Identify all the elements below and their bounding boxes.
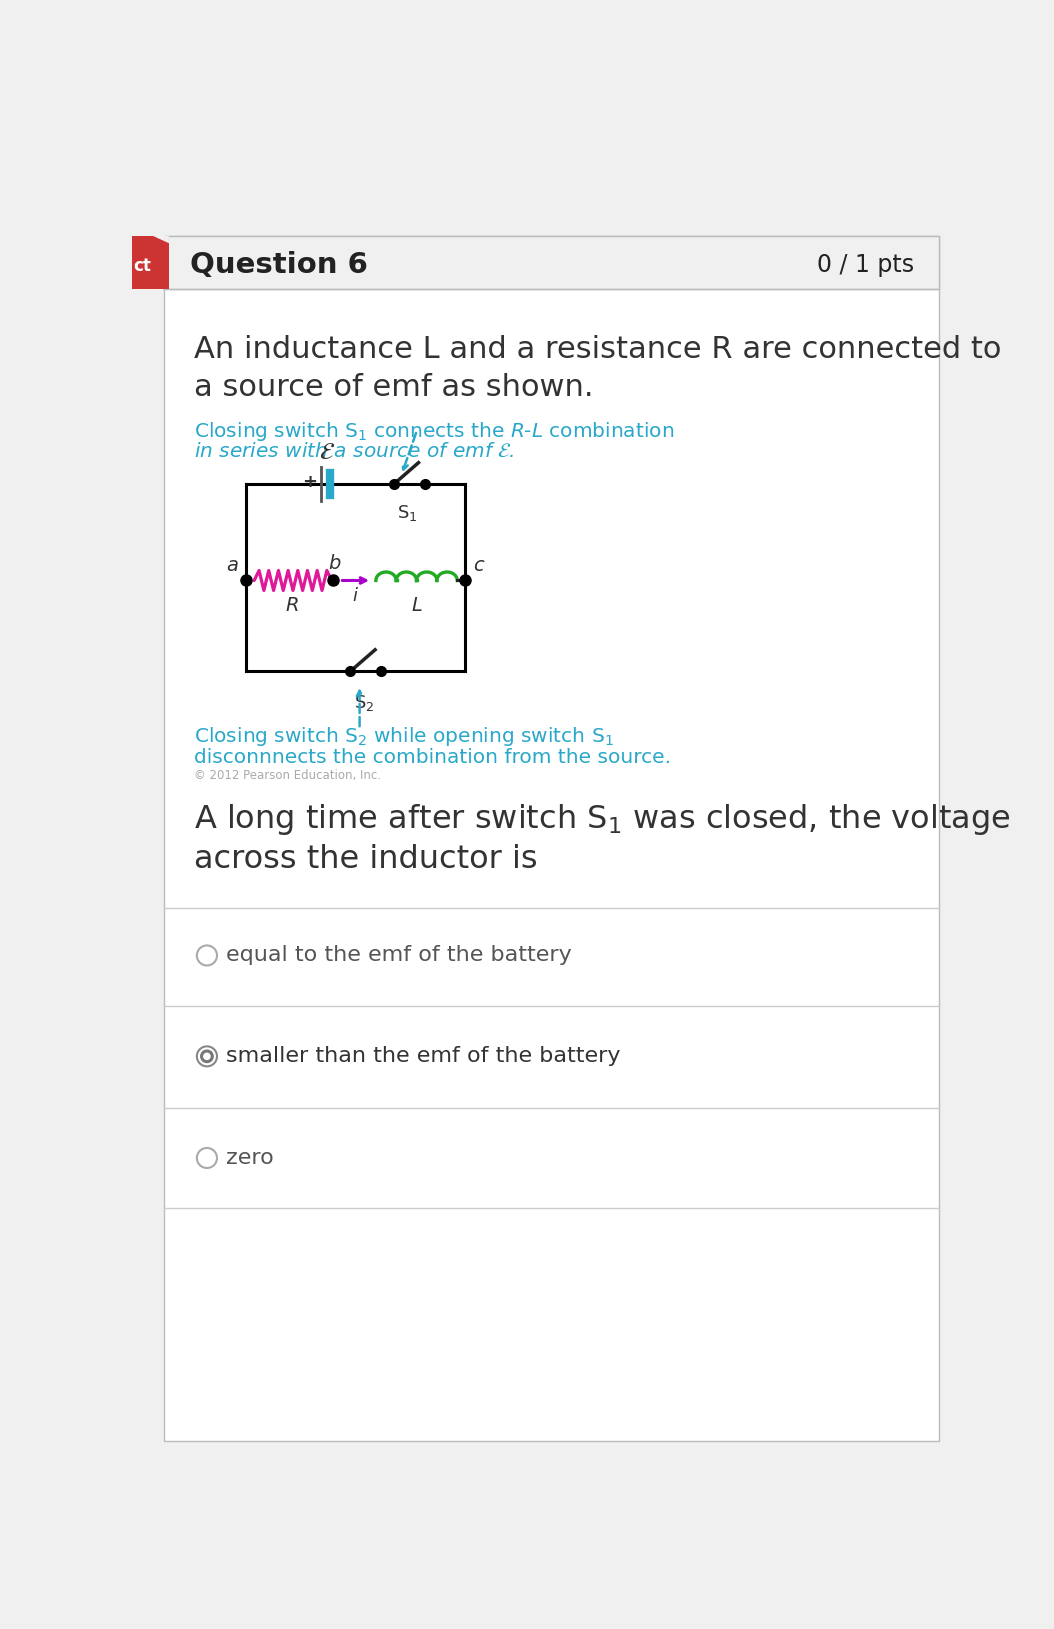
Text: ct: ct (134, 257, 152, 275)
Circle shape (197, 1148, 217, 1168)
Text: equal to the emf of the battery: equal to the emf of the battery (227, 945, 572, 966)
Text: in series with a source of emf $\mathcal{E}$.: in series with a source of emf $\mathcal… (194, 443, 514, 461)
Text: 0 / 1 pts: 0 / 1 pts (817, 252, 915, 277)
Polygon shape (132, 236, 169, 290)
Text: A long time after switch S$_1$ was closed, the voltage: A long time after switch S$_1$ was close… (194, 801, 1011, 837)
Text: S$_2$: S$_2$ (354, 692, 374, 714)
Circle shape (203, 1054, 210, 1059)
Text: $\mathcal{E}$: $\mathcal{E}$ (319, 440, 335, 464)
Text: Closing switch S$_2$ while opening switch S$_1$: Closing switch S$_2$ while opening switc… (194, 725, 613, 748)
Text: +: + (302, 472, 317, 490)
Text: $c$: $c$ (473, 555, 485, 575)
Text: Closing switch S$_1$ connects the $\it{R}$-$\it{L}$ combination: Closing switch S$_1$ connects the $\it{R… (194, 420, 674, 443)
Text: a source of emf as shown.: a source of emf as shown. (194, 373, 593, 402)
FancyBboxPatch shape (164, 236, 939, 1440)
Text: $b$: $b$ (328, 554, 341, 573)
Circle shape (200, 1051, 213, 1062)
Text: Question 6: Question 6 (190, 251, 368, 279)
Polygon shape (132, 226, 169, 243)
Text: An inductance L and a resistance R are connected to: An inductance L and a resistance R are c… (194, 336, 1001, 363)
Text: $i$: $i$ (352, 586, 359, 604)
Text: disconnnects the combination from the source.: disconnnects the combination from the so… (194, 748, 670, 767)
Circle shape (197, 945, 217, 966)
Text: $R$: $R$ (285, 596, 298, 614)
Text: across the inductor is: across the inductor is (194, 844, 538, 875)
Circle shape (197, 1046, 217, 1067)
Text: zero: zero (227, 1148, 274, 1168)
FancyBboxPatch shape (164, 236, 939, 290)
Text: S$_1$: S$_1$ (397, 503, 417, 523)
Text: $a$: $a$ (227, 555, 239, 575)
Text: smaller than the emf of the battery: smaller than the emf of the battery (227, 1046, 621, 1067)
Text: $L$: $L$ (411, 596, 423, 614)
Text: © 2012 Pearson Education, Inc.: © 2012 Pearson Education, Inc. (194, 769, 380, 782)
